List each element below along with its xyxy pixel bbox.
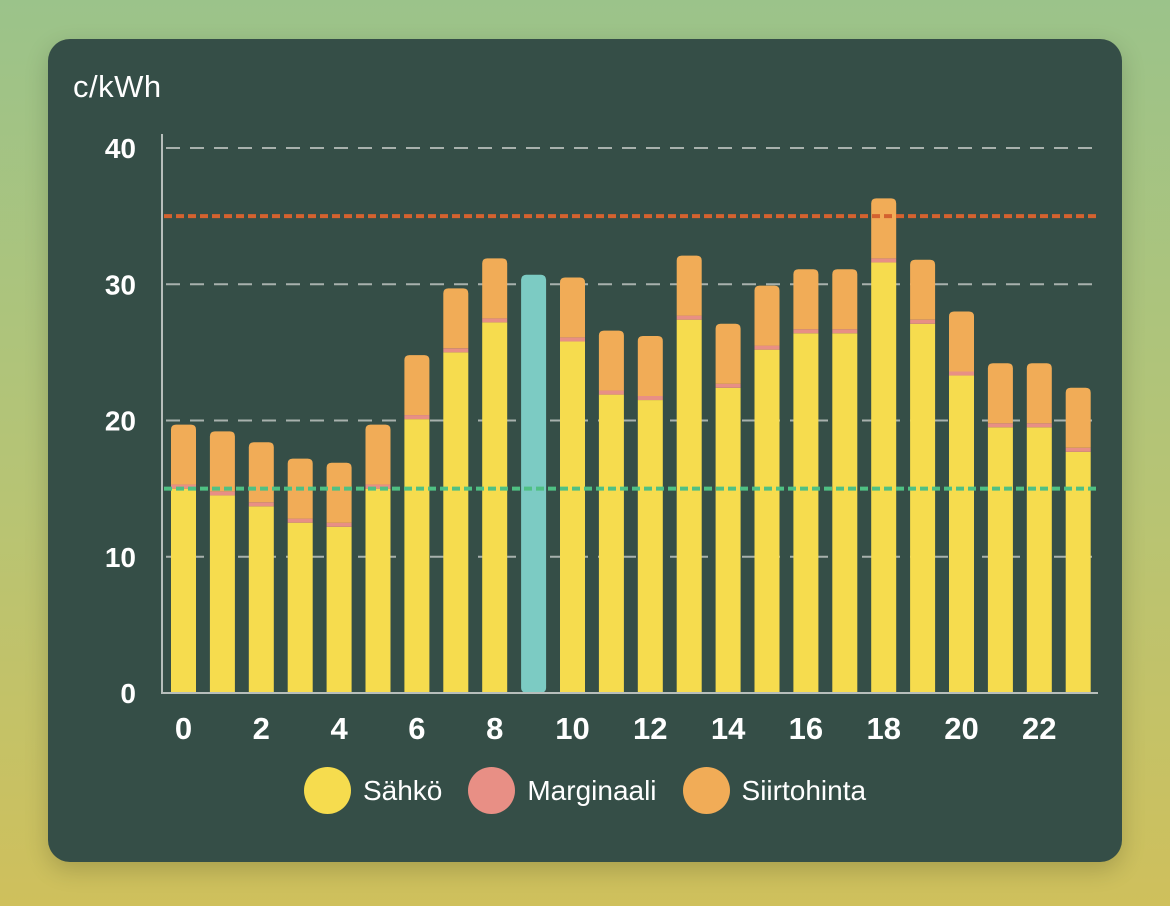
x-tick-label: 14 — [711, 711, 746, 746]
bar-segment-sähkö — [793, 333, 819, 693]
bar-segment-siirtohinta — [209, 431, 235, 492]
bar-segment-marginaali — [793, 329, 819, 334]
bar-segment-marginaali — [482, 318, 508, 323]
x-tick-label: 0 — [175, 711, 192, 746]
bar-segment-siirtohinta — [560, 277, 585, 338]
bar-segment-sähkö — [365, 488, 391, 693]
bar-highlight — [521, 274, 547, 693]
bar-segment-sähkö — [832, 333, 858, 693]
bar-segment-siirtohinta — [1065, 387, 1091, 448]
bar-segment-marginaali — [598, 390, 624, 395]
legend-label-sahko: Sähkö — [362, 774, 443, 806]
legend-swatch-siirtohinta — [682, 767, 730, 814]
bar-segment-marginaali — [832, 329, 858, 334]
bar-segment-marginaali — [676, 315, 702, 320]
bar-segment-marginaali — [910, 319, 936, 324]
x-tick-label: 18 — [866, 711, 900, 746]
bar-segment-sähkö — [676, 319, 702, 693]
bar-segment-siirtohinta — [987, 363, 1013, 424]
legend: Sähkö Marginaali Siirtohinta — [48, 767, 1122, 814]
bar-segment-marginaali — [637, 395, 663, 401]
bar-segment-marginaali — [1065, 447, 1091, 452]
bar-segment-sähkö — [715, 387, 741, 693]
y-tick-label: 0 — [120, 678, 136, 709]
y-tick-label: 20 — [105, 406, 136, 437]
bar-segment-sähkö — [637, 400, 663, 693]
bar-segment-siirtohinta — [715, 323, 741, 384]
x-tick-label: 10 — [555, 711, 589, 746]
bar-segment-marginaali — [715, 383, 741, 388]
x-tick-label: 2 — [253, 711, 270, 746]
bar-segment-siirtohinta — [482, 258, 508, 319]
price-chart: 0 10 20 30 40 0 2 4 6 8 10 12 14 16 18 20 22 — [105, 133, 1098, 746]
bar-segment-sähkö — [171, 488, 196, 693]
x-tick-label: 20 — [944, 711, 978, 746]
x-tick-label: 22 — [1022, 711, 1056, 746]
chart-card: c/kWh 0 10 20 30 40 0 2 4 6 8 10 12 14 16 18 20 22 Sähkö… — [48, 39, 1122, 862]
bar-segment-marginaali — [871, 258, 897, 263]
bar-segment-siirtohinta — [248, 442, 274, 503]
bar-segment-sähkö — [598, 394, 624, 693]
bar-segment-siirtohinta — [637, 336, 663, 396]
legend-item-marginaali[interactable]: Marginaali — [468, 767, 657, 814]
legend-item-siirtohinta[interactable]: Siirtohinta — [682, 767, 867, 814]
bar-segment-marginaali — [754, 345, 780, 350]
x-tick-label: 16 — [789, 711, 823, 746]
bar-segment-sähkö — [754, 349, 780, 693]
bar-segment-siirtohinta — [404, 355, 430, 416]
bar-segment-sähkö — [560, 341, 585, 693]
bar-segment-sähkö — [209, 495, 235, 693]
x-tick-label: 6 — [408, 711, 425, 746]
bar-segment-siirtohinta — [871, 198, 897, 259]
bar-segment-sähkö — [443, 352, 469, 693]
x-tick-label: 12 — [633, 711, 667, 746]
bar-segment-sähkö — [326, 526, 352, 693]
x-tick-label: 8 — [486, 711, 503, 746]
bar-segment-siirtohinta — [910, 259, 936, 320]
bar-segment-sähkö — [871, 262, 897, 693]
x-tick-label: 4 — [330, 711, 348, 746]
bar-segment-marginaali — [404, 415, 430, 420]
bar-segment-marginaali — [248, 502, 274, 507]
bar-segment-marginaali — [326, 522, 352, 527]
y-tick-label: 10 — [105, 542, 136, 573]
bar-segment-siirtohinta — [443, 288, 469, 349]
bar-segment-siirtohinta — [171, 424, 196, 485]
bar-segment-siirtohinta — [949, 311, 974, 372]
bar-segment-siirtohinta — [326, 462, 352, 523]
bar-segment-siirtohinta — [598, 330, 624, 391]
bar-segment-siirtohinta — [793, 269, 819, 330]
bar-segment-marginaali — [949, 371, 974, 376]
legend-label-siirtohinta: Siirtohinta — [741, 774, 867, 806]
unit-label: c/kWh — [73, 69, 162, 104]
bar-segment-sähkö — [287, 522, 313, 693]
bar-segment-sähkö — [1065, 451, 1091, 693]
legend-swatch-sahko — [303, 767, 351, 814]
bar-segment-sähkö — [910, 323, 936, 693]
bar-segment-marginaali — [560, 337, 585, 342]
bar-segment-marginaali — [987, 423, 1013, 428]
bar-segment-marginaali — [365, 484, 391, 489]
bar-segment-sähkö — [1026, 427, 1052, 693]
bar-segment-siirtohinta — [1026, 363, 1052, 424]
bar-segment-marginaali — [443, 348, 469, 353]
bar-segment-marginaali — [209, 491, 235, 496]
legend-label-marginaali: Marginaali — [527, 774, 657, 806]
bar-segment-siirtohinta — [832, 269, 858, 330]
bar-segment-marginaali — [171, 484, 196, 489]
legend-swatch-marginaali — [468, 767, 516, 814]
legend-item-sahko[interactable]: Sähkö — [303, 767, 443, 814]
bar-segment-siirtohinta — [365, 424, 391, 485]
bar-segment-siirtohinta — [754, 285, 780, 346]
bar-segment-marginaali — [1026, 423, 1052, 428]
bar-segment-sähkö — [404, 419, 430, 693]
bar-segment-sähkö — [482, 322, 508, 693]
y-tick-label: 40 — [105, 133, 136, 164]
y-tick-label: 30 — [105, 269, 136, 300]
bar-segment-sähkö — [987, 427, 1013, 693]
bar-segment-sähkö — [949, 375, 974, 693]
bar-segment-sähkö — [248, 506, 274, 693]
bar-segment-siirtohinta — [676, 255, 702, 316]
bar-segment-marginaali — [287, 518, 313, 523]
